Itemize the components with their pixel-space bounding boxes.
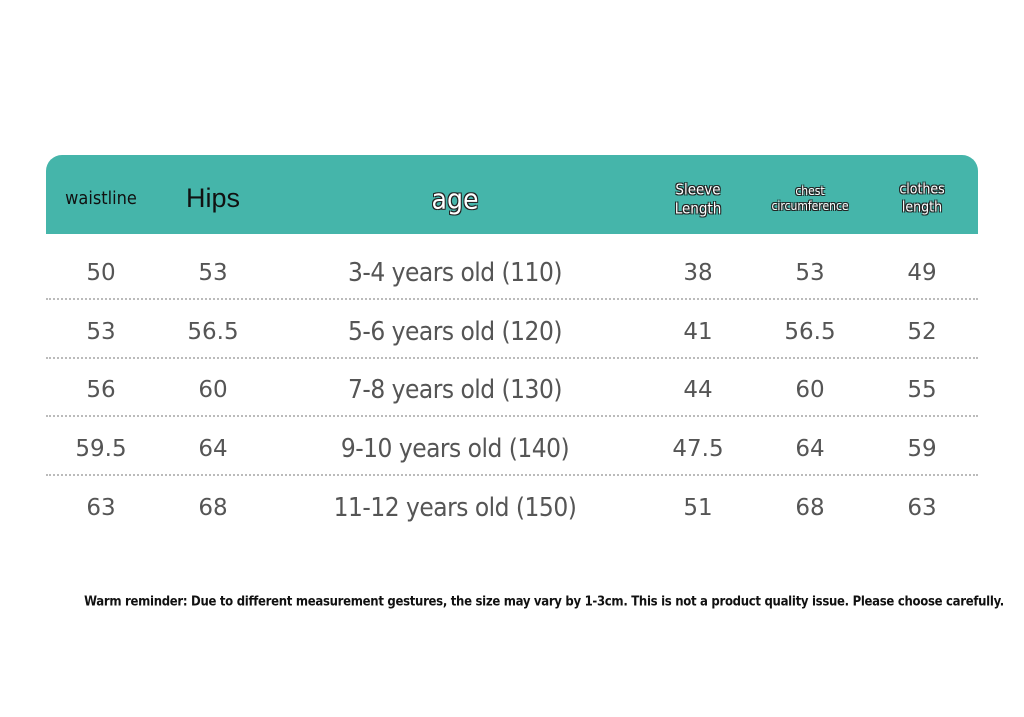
value-cell: 53 — [795, 260, 825, 286]
value-cell: 59 — [907, 436, 937, 463]
header-bar — [46, 155, 978, 234]
age-cell: 7-8 years old (130) — [348, 375, 562, 406]
column-header: Sleeve Length — [674, 180, 722, 217]
value-cell: 41 — [683, 318, 713, 345]
value-cell: 52 — [907, 318, 937, 345]
value-cell: 68 — [198, 494, 228, 521]
value-cell: 64 — [795, 436, 825, 463]
column-header: chest circumference — [771, 184, 849, 213]
value-cell: 60 — [795, 377, 825, 404]
value-cell: 49 — [907, 260, 937, 286]
reminder: Warm reminder: Due to different measurem… — [84, 594, 1004, 610]
value-cell: 44 — [683, 377, 713, 404]
row-separator — [46, 474, 978, 477]
value-cell: 56 — [86, 377, 116, 404]
value-cell: 64 — [198, 436, 228, 463]
age-cell: 11-12 years old (150) — [333, 492, 577, 523]
column-header: waistline — [65, 187, 137, 209]
age-cell: 5-6 years old (120) — [348, 316, 562, 347]
value-cell: 60 — [198, 377, 228, 404]
value-cell: 38 — [683, 260, 713, 286]
value-cell: 56.5 — [187, 318, 239, 345]
value-cell: 50 — [86, 260, 116, 286]
value-cell: 63 — [86, 494, 116, 521]
column-header: clothes length — [899, 181, 945, 216]
value-cell: 63 — [907, 494, 937, 521]
value-cell: 56.5 — [784, 318, 836, 345]
age-cell: 9-10 years old (140) — [340, 434, 570, 465]
value-cell: 59.5 — [75, 436, 127, 463]
row-separator — [46, 356, 978, 359]
column-header: age — [431, 182, 479, 216]
value-cell: 53 — [86, 318, 116, 345]
value-cell: 53 — [198, 260, 228, 286]
value-cell: 55 — [907, 377, 937, 404]
value-cell: 68 — [795, 494, 825, 521]
value-cell: 47.5 — [672, 436, 724, 463]
row-separator — [46, 298, 978, 300]
row-separator — [46, 415, 978, 418]
age-cell: 3-4 years old (110) — [348, 258, 562, 288]
column-header: Hips — [185, 183, 241, 214]
value-cell: 51 — [683, 494, 713, 521]
